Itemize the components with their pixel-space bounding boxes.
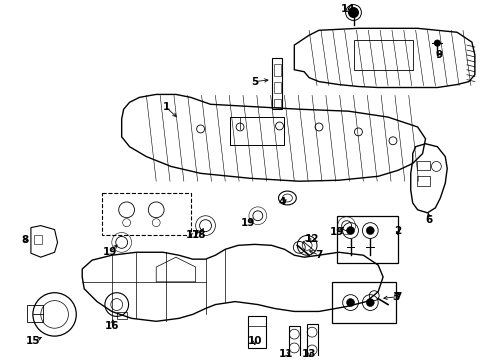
Text: 5: 5 [251,77,258,87]
Text: 11: 11 [279,349,293,359]
Bar [353,40,412,70]
Text: 8: 8 [21,235,29,246]
Text: 19: 19 [240,218,255,228]
Bar [336,216,397,263]
Text: 7: 7 [315,250,322,260]
Text: 7: 7 [393,292,401,302]
Circle shape [346,299,354,306]
Text: 19: 19 [329,226,343,237]
Bar [27,305,42,322]
Bar [416,161,429,170]
Text: 13: 13 [301,349,316,359]
Bar [247,316,265,348]
Circle shape [366,299,373,306]
Circle shape [366,226,373,234]
Circle shape [348,8,358,18]
Circle shape [346,226,354,234]
Bar [117,312,126,319]
Bar [230,117,284,145]
Circle shape [433,40,439,46]
Text: 4: 4 [278,197,285,207]
Bar [273,82,280,94]
Text: 3: 3 [391,292,399,302]
Bar [416,176,429,186]
Text: 18: 18 [191,230,205,240]
Text: 1: 1 [162,102,169,112]
Text: 9: 9 [435,50,442,60]
Bar [331,282,395,323]
Text: 2: 2 [393,226,401,235]
Text: 16: 16 [104,321,119,331]
Text: 19: 19 [102,247,117,257]
Bar [102,193,190,235]
Bar [306,324,317,360]
Text: 12: 12 [304,234,319,244]
Bar [273,64,280,76]
Text: 17: 17 [185,230,200,240]
Bar [289,326,300,358]
Bar [271,58,282,109]
Text: 10: 10 [247,336,262,346]
Text: 6: 6 [425,215,432,225]
Text: 14: 14 [341,4,355,14]
Bar [34,234,41,244]
Bar [273,99,280,107]
Text: 15: 15 [25,336,40,346]
